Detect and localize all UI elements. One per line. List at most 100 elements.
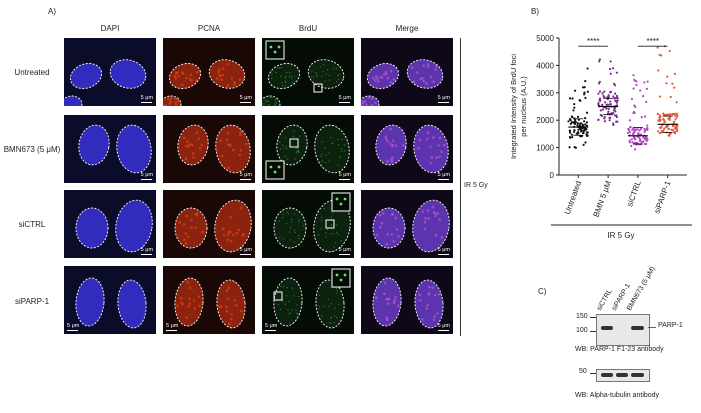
data-point [575, 132, 578, 135]
data-point [631, 127, 635, 130]
scale-bar [438, 102, 449, 103]
data-point [658, 95, 662, 98]
data-point [569, 136, 572, 139]
panel-b-label: B) [531, 7, 539, 16]
data-point [637, 136, 640, 139]
data-point [611, 67, 615, 70]
data-point [639, 133, 643, 136]
tubulin-band-2 [616, 373, 628, 377]
data-point [608, 67, 612, 71]
scale-bar [166, 330, 177, 331]
y-tick-label: 0 [550, 171, 555, 180]
data-point [573, 106, 576, 109]
data-point [658, 53, 661, 57]
data-point [674, 125, 677, 128]
panel-c-label: C) [538, 287, 547, 296]
data-point [598, 80, 601, 83]
data-point [667, 117, 670, 120]
marker-tick-50 [590, 373, 596, 374]
y-tick-label: 1000 [536, 144, 554, 153]
data-point [584, 141, 587, 144]
scale-bar [265, 330, 276, 331]
data-point [573, 120, 576, 124]
data-point [640, 116, 643, 119]
data-point [604, 101, 607, 104]
marker-150: 150 [576, 313, 588, 320]
micrograph-dapi-3: 5 μm [64, 266, 156, 334]
micrograph-brdu-2: 5 μm [262, 190, 354, 258]
data-point [608, 116, 611, 119]
data-point [643, 142, 647, 146]
data-point [642, 136, 645, 139]
data-point [660, 126, 663, 129]
row-label-siparp1: siPARP-1 [14, 297, 50, 306]
data-point [574, 118, 577, 122]
micrograph-pcna-0: 5 μm [163, 38, 255, 106]
data-point [578, 124, 581, 127]
data-point [631, 141, 634, 144]
data-point [615, 94, 619, 98]
data-point [665, 82, 668, 85]
data-point [667, 127, 671, 131]
data-point [609, 72, 612, 75]
data-point [585, 134, 589, 137]
data-point [584, 117, 587, 120]
parp1-western-blot [596, 314, 650, 346]
scale-bar-label: 5 μm [140, 95, 153, 101]
data-point [598, 97, 602, 100]
data-point [608, 103, 612, 106]
data-point [646, 127, 649, 130]
data-point [674, 114, 677, 117]
data-point [579, 127, 582, 130]
data-point [613, 97, 616, 100]
data-point [632, 87, 635, 90]
data-point [606, 103, 610, 106]
data-point [628, 139, 631, 142]
micrograph-pcna-2: 5 μm [163, 190, 255, 258]
y-tick-label: 2000 [536, 116, 554, 125]
parp1-band-label: PARP-1 [658, 322, 683, 329]
micrograph-dapi-0: 5 μm [64, 38, 156, 106]
data-point [633, 148, 637, 151]
data-point [601, 92, 604, 95]
panel-a-label: A) [48, 7, 56, 16]
data-point [603, 115, 606, 119]
data-point [663, 120, 666, 123]
marker-tick-150 [590, 317, 596, 318]
data-point [668, 113, 671, 116]
treatment-bracket [460, 38, 461, 336]
y-axis-label: Integrated Intensity of BrdU fociper nuc… [509, 54, 528, 159]
scale-bar-label: 5 μm [140, 247, 153, 253]
micrograph-brdu-1: 5 μm [262, 115, 354, 183]
data-point [668, 133, 671, 136]
data-point [657, 69, 660, 72]
data-point [675, 126, 678, 130]
scale-bar-label: 5 μm [437, 172, 450, 178]
data-point [671, 112, 674, 116]
data-point [660, 54, 663, 57]
parp1-blot-caption: WB: PARP-1 F1-23 antibody [575, 346, 664, 353]
scale-bar [438, 254, 449, 255]
data-point [571, 116, 574, 119]
data-point [603, 120, 607, 123]
data-point [662, 129, 665, 133]
data-point [633, 128, 637, 131]
data-point [657, 130, 660, 133]
scale-bar [141, 254, 152, 255]
data-point [630, 144, 633, 148]
data-point [579, 130, 583, 133]
group-label: IR 5 Gy [607, 231, 634, 240]
micrograph-merge-0: 5 μm [361, 38, 453, 106]
data-point [577, 128, 580, 131]
tubulin-band-3 [631, 373, 644, 377]
y-tick-label: 3000 [536, 89, 554, 98]
parp1-band-sictrl [601, 326, 613, 330]
data-point [642, 94, 645, 98]
data-point [597, 101, 600, 105]
data-point [662, 112, 665, 115]
tubulin-blot-caption: WB: Alpha-tubulin antibody [575, 392, 660, 399]
scale-bar-label: 5 μm [265, 323, 278, 329]
scale-bar-label: 5 μm [166, 323, 179, 329]
data-point [657, 119, 660, 122]
data-point [606, 95, 609, 99]
